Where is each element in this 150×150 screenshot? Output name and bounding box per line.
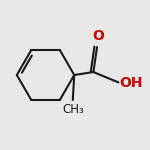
- Text: OH: OH: [119, 76, 143, 90]
- Text: CH₃: CH₃: [63, 103, 84, 116]
- Text: O: O: [92, 29, 104, 43]
